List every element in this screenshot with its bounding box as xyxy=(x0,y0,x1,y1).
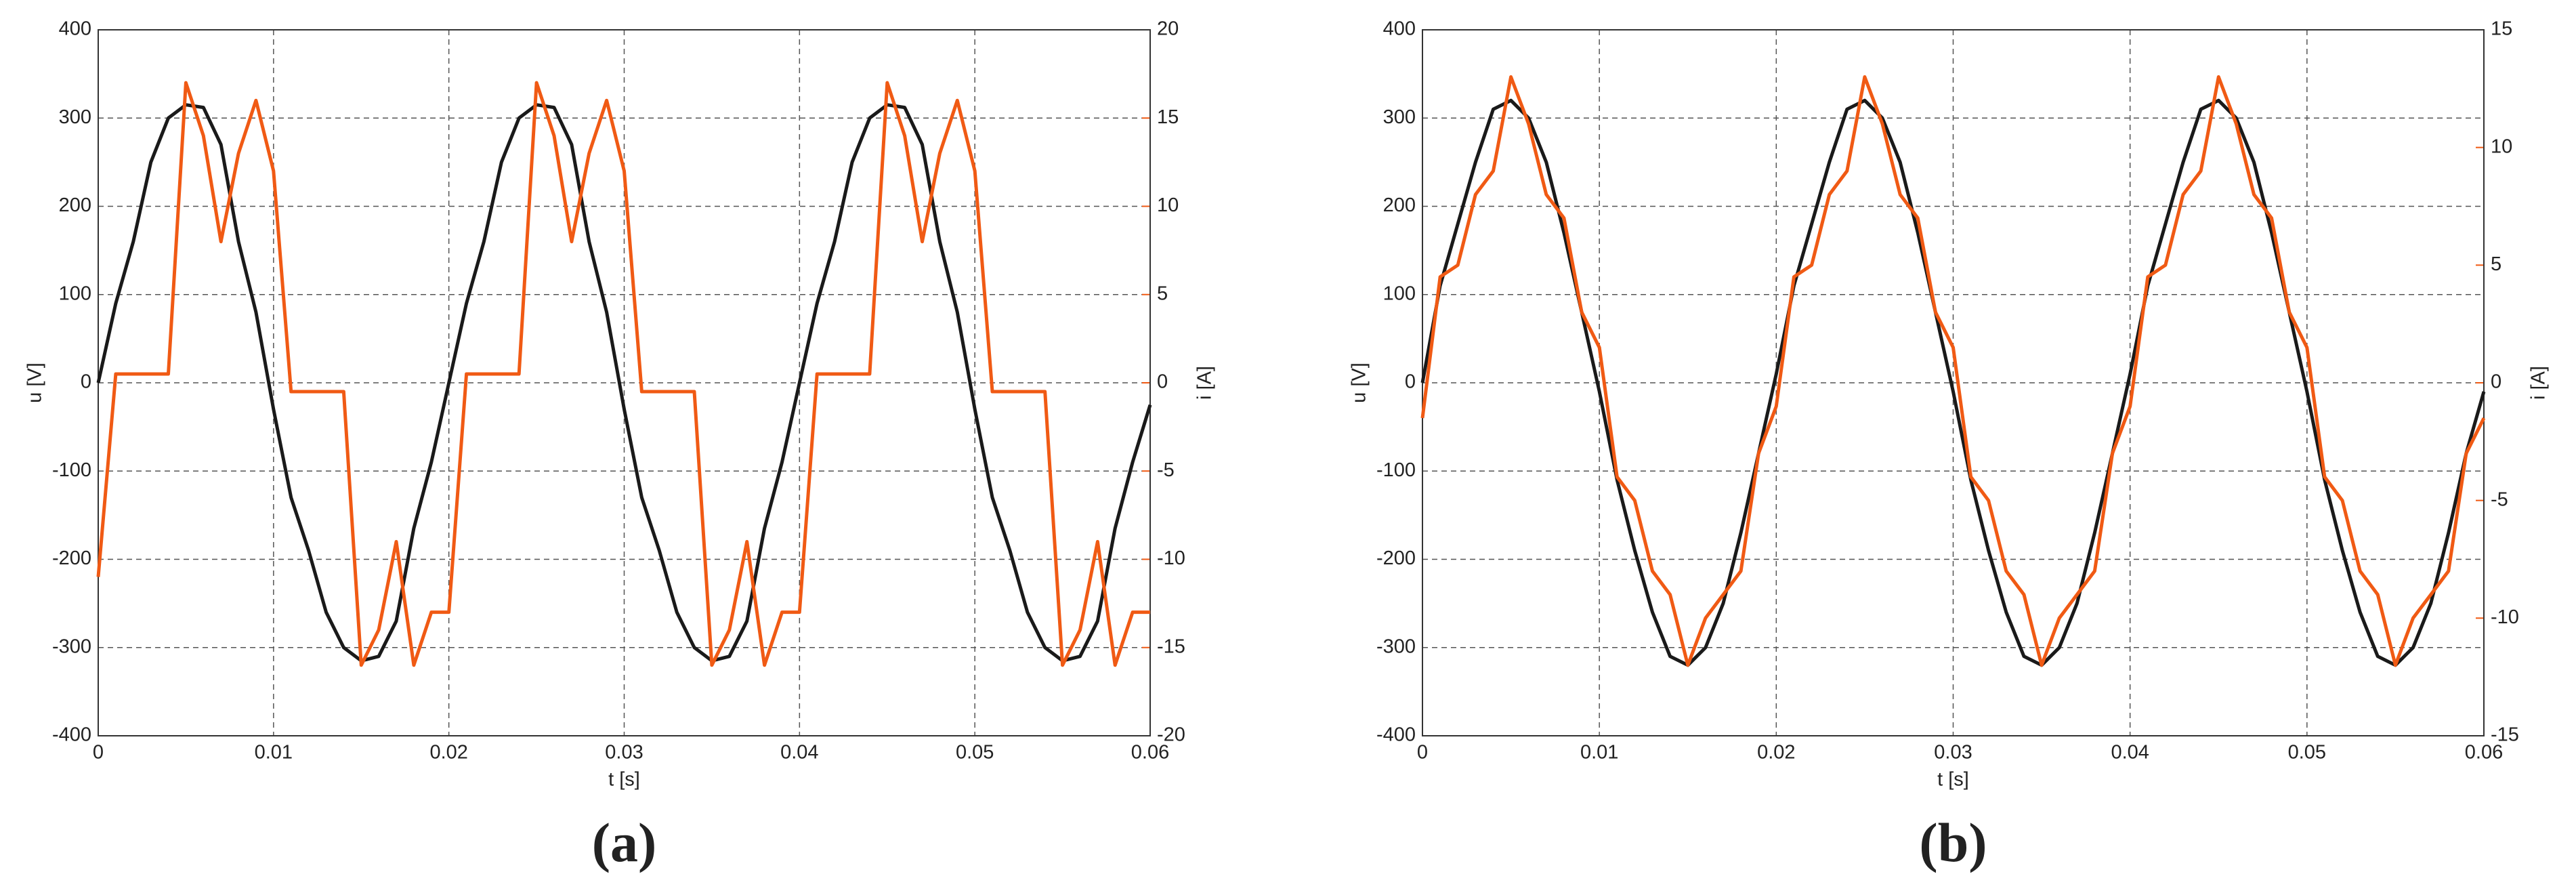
y2-axis-label: i [A] xyxy=(1194,366,1216,400)
y2-tick-label: 10 xyxy=(1157,194,1179,216)
x-tick-label: 0.01 xyxy=(1580,742,1618,764)
y-tick-label: 100 xyxy=(1383,283,1416,304)
y-tick-label: -400 xyxy=(1376,724,1416,746)
y2-tick-label: -10 xyxy=(2491,606,2519,628)
y2-tick-label: -10 xyxy=(1157,547,1185,569)
y-tick-label: 200 xyxy=(59,194,91,216)
y2-tick-label: -5 xyxy=(2491,488,2508,510)
y2-tick-label: -15 xyxy=(1157,636,1185,657)
x-axis-label: t [s] xyxy=(1937,769,1969,791)
y2-tick-label: 10 xyxy=(2491,136,2512,157)
x-tick-label: 0.03 xyxy=(1934,742,1972,764)
y-tick-label: -400 xyxy=(52,724,91,746)
y-tick-label: -100 xyxy=(52,459,91,481)
y-tick-label: -200 xyxy=(52,547,91,569)
x-tick-label: 0.05 xyxy=(956,742,994,764)
y2-tick-label: 5 xyxy=(1157,283,1168,304)
subfigure-label: (a) xyxy=(592,812,657,873)
y2-axis-label: i [A] xyxy=(2528,366,2550,400)
y-tick-label: 400 xyxy=(1383,18,1416,40)
series-line xyxy=(96,103,1152,663)
x-tick-label: 0 xyxy=(93,742,104,764)
x-tick-label: 0.01 xyxy=(255,742,293,764)
y2-tick-label: 20 xyxy=(1157,18,1179,40)
subfigure-label: (b) xyxy=(1919,812,1987,873)
y2-tick-label: 15 xyxy=(2491,18,2512,40)
x-tick-label: 0.05 xyxy=(2288,742,2326,764)
x-tick-label: 0.02 xyxy=(1757,742,1795,764)
y-tick-label: 200 xyxy=(1383,194,1416,216)
x-tick-label: 0.04 xyxy=(780,742,818,764)
y-tick-label: -100 xyxy=(1376,459,1416,481)
series-line xyxy=(1420,75,2486,667)
y2-tick-label: 5 xyxy=(2491,253,2501,275)
y-tick-label: 300 xyxy=(59,106,91,128)
y-tick-label: -300 xyxy=(1376,636,1416,657)
y-tick-label: 0 xyxy=(1405,371,1416,393)
y2-tick-label: 0 xyxy=(2491,371,2501,393)
x-tick-label: 0 xyxy=(1417,742,1428,764)
y2-tick-label: -20 xyxy=(1157,724,1185,746)
x-tick-label: 0.03 xyxy=(605,742,643,764)
x-tick-label: 0.02 xyxy=(429,742,467,764)
series-line xyxy=(96,81,1150,667)
x-tick-label: 0.04 xyxy=(2111,742,2149,764)
y-tick-label: 100 xyxy=(59,283,91,304)
y-tick-label: -300 xyxy=(52,636,91,657)
x-axis-label: t [s] xyxy=(608,769,640,791)
y-tick-label: -200 xyxy=(1376,547,1416,569)
y2-tick-label: 0 xyxy=(1157,371,1168,393)
y2-tick-label: -5 xyxy=(1157,459,1175,481)
y2-tick-label: 15 xyxy=(1157,106,1179,128)
y-axis-label: u [V] xyxy=(1349,362,1370,403)
x-tick-label: 0.06 xyxy=(2465,742,2503,764)
x-tick-label: 0.06 xyxy=(1131,742,1169,764)
y-tick-label: 0 xyxy=(81,371,91,393)
y-axis-label: u [V] xyxy=(24,362,46,403)
y-tick-label: 300 xyxy=(1383,106,1416,128)
y2-tick-label: -15 xyxy=(2491,724,2519,746)
y-tick-label: 400 xyxy=(59,18,91,40)
series-line xyxy=(1420,98,2486,667)
